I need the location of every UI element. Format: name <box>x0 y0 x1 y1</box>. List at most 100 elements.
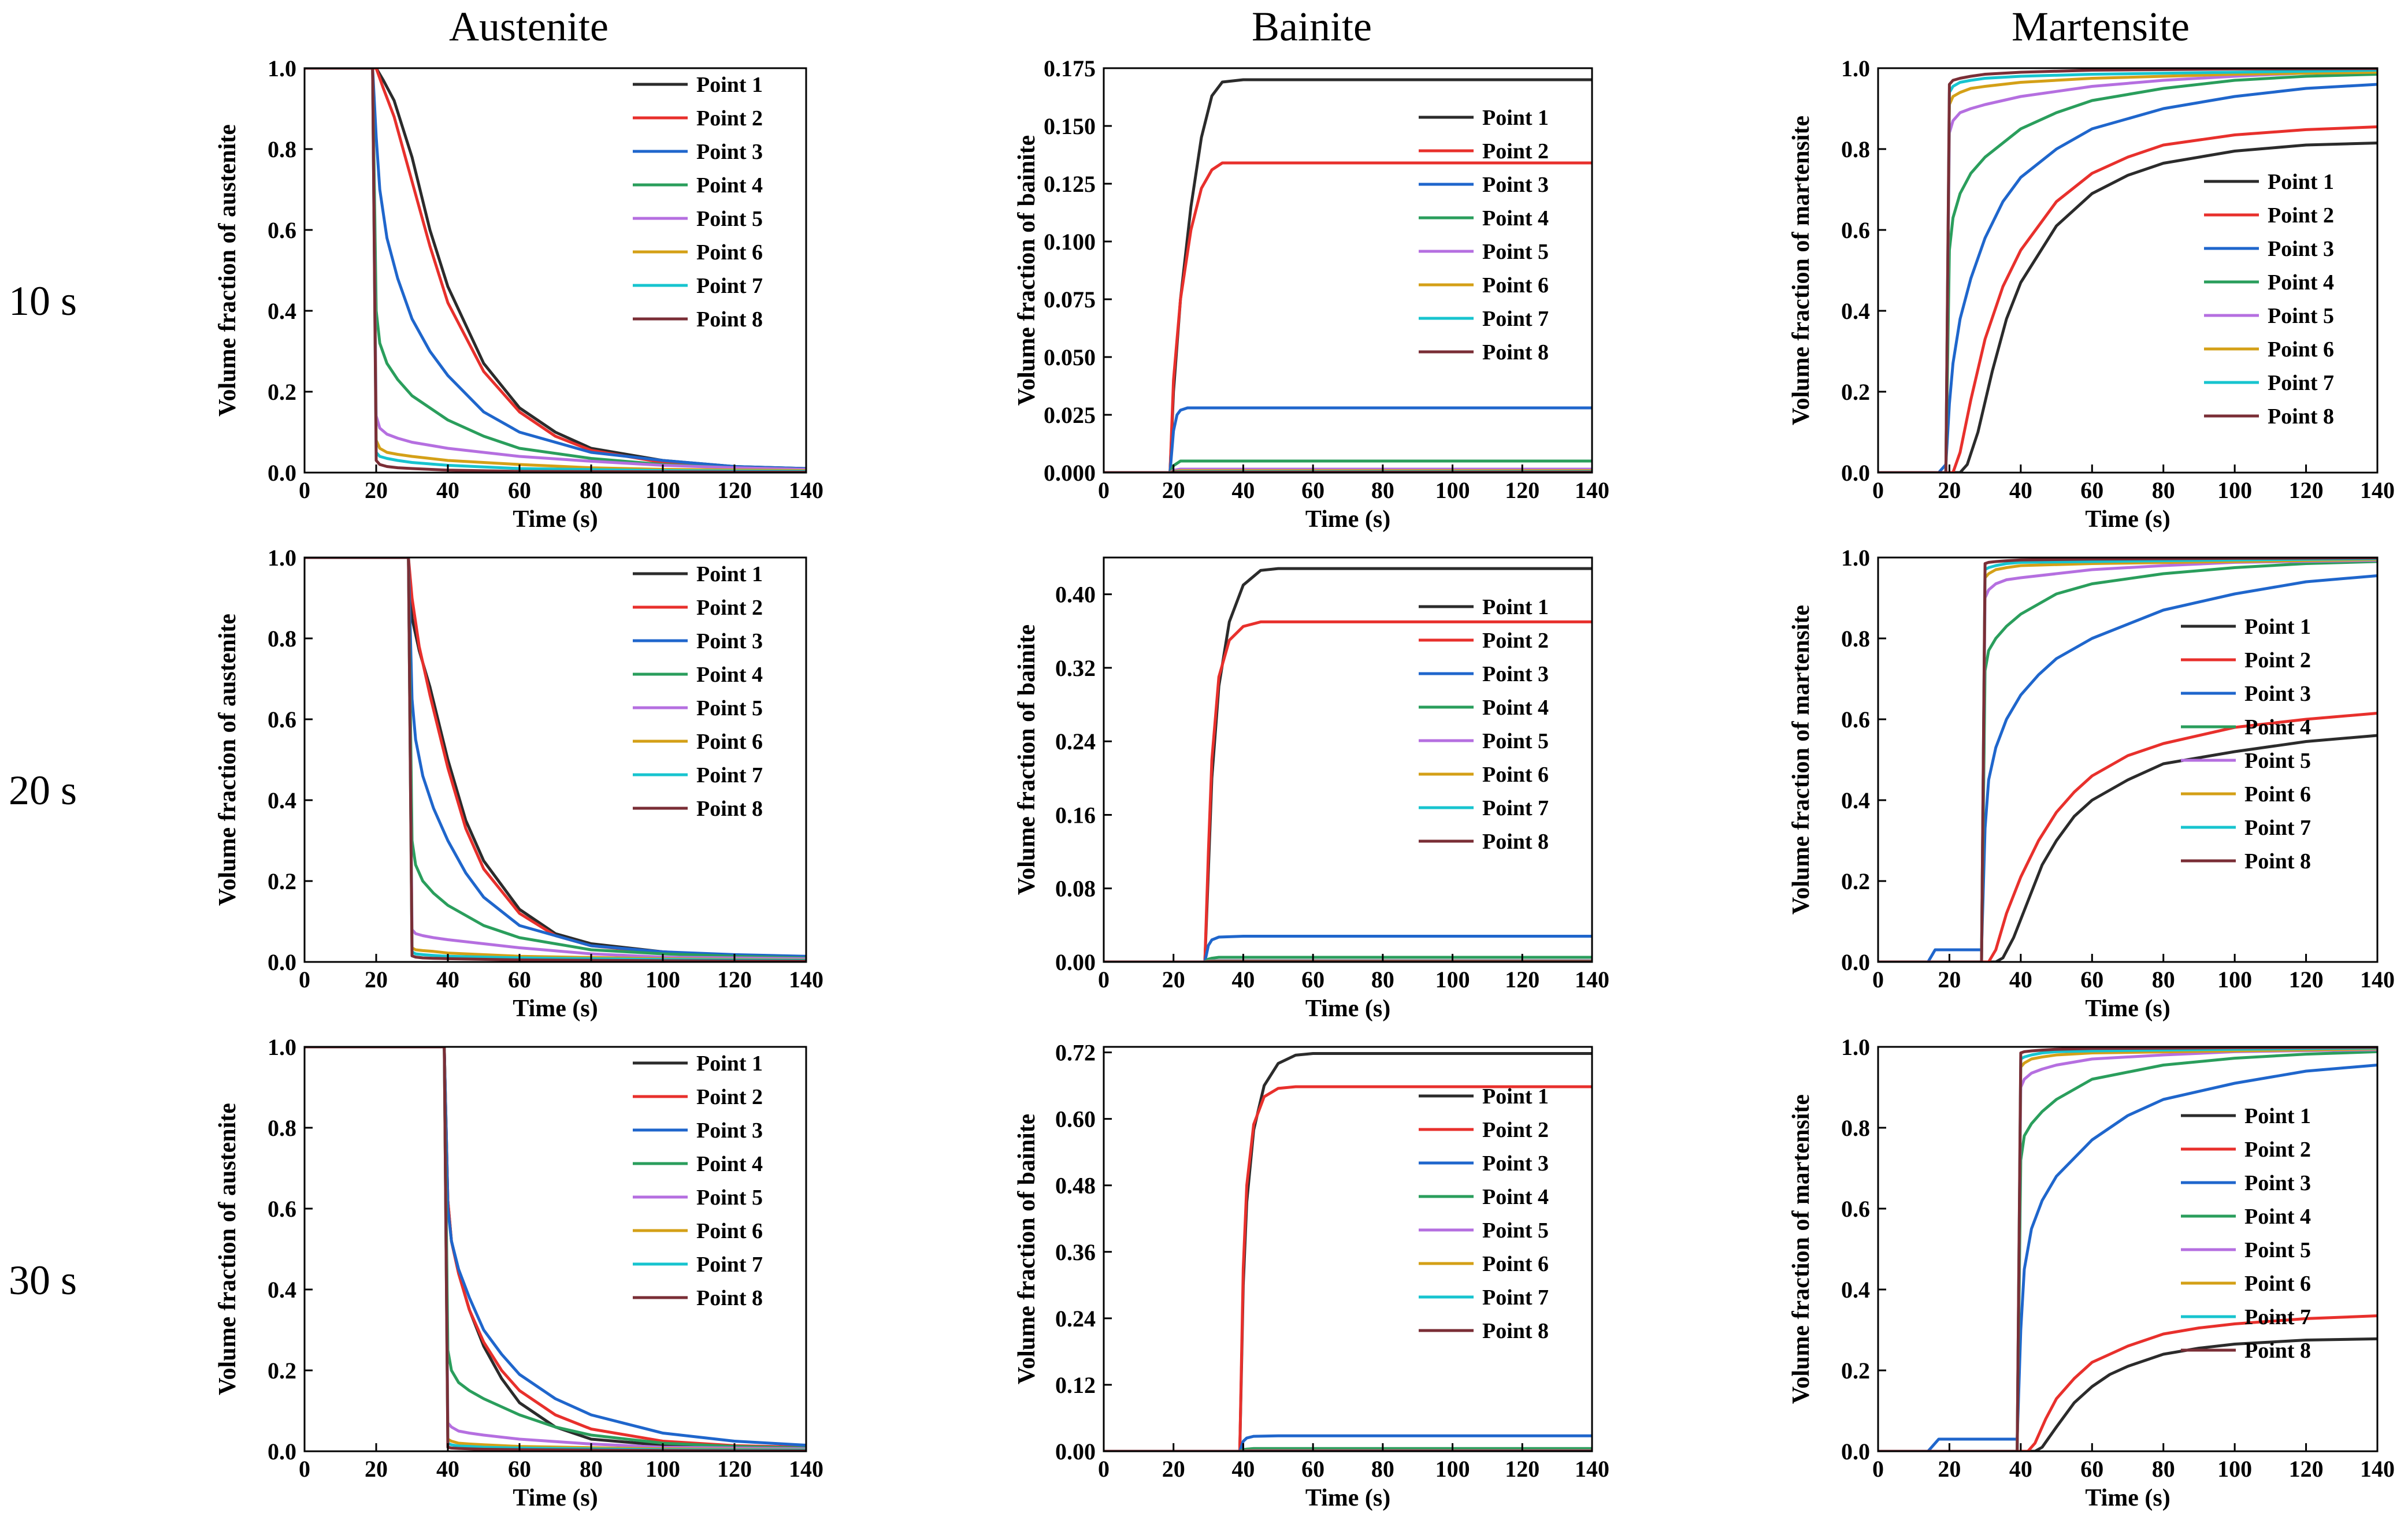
legend-label-point-2: Point 2 <box>1482 629 1549 653</box>
x-tick-label: 100 <box>645 477 680 503</box>
x-tick-label: 0 <box>1872 967 1884 993</box>
y-tick-label: 0.08 <box>1055 876 1096 902</box>
series-group <box>1878 68 2377 473</box>
panel-bainite-30s: 0 20 40 60 80 100 120 140 0.00 0.12 0.24 0.36 0.48 0.… <box>1014 1040 1609 1511</box>
x-tick-label: 20 <box>1162 1456 1185 1482</box>
series-line-point-2 <box>1104 620 1592 962</box>
series-line-point-2 <box>1878 712 2377 962</box>
x-tick-label: 60 <box>1301 967 1324 993</box>
legend-label-point-8: Point 8 <box>1482 340 1549 365</box>
x-axis-title: Time (s) <box>1305 506 1390 533</box>
x-tick-label: 40 <box>1231 1456 1255 1482</box>
plot-frame <box>303 67 807 474</box>
y-tick-label: 1.0 <box>268 545 296 571</box>
y-axis-title: Volume fraction of bainite <box>1014 1114 1040 1385</box>
x-tick-label: 40 <box>436 967 459 993</box>
y-tick-label: 0.4 <box>1841 787 1870 813</box>
legend-label-point-3: Point 3 <box>696 1118 763 1143</box>
series-line-point-1 <box>1878 734 2377 962</box>
y-tick-label: 0.16 <box>1055 802 1096 828</box>
x-tick-label: 120 <box>2289 477 2324 503</box>
x-tick-label: 40 <box>436 477 459 503</box>
x-tick-label: 140 <box>1575 967 1609 993</box>
y-tick-label: 0.4 <box>268 787 296 813</box>
legend-label-point-6: Point 6 <box>1482 763 1549 787</box>
x-tick-label: 0 <box>299 477 310 503</box>
x-axis-title: Time (s) <box>513 1485 598 1511</box>
y-tick-label: 1.0 <box>1841 1034 1870 1060</box>
legend-label-point-7: Point 7 <box>1482 307 1549 331</box>
legend-label-point-4: Point 4 <box>1482 206 1549 231</box>
y-axis-title: Volume fraction of martensite <box>1788 605 1815 915</box>
legend-label-point-4: Point 4 <box>2268 270 2334 295</box>
legend-label-point-6: Point 6 <box>696 240 763 265</box>
legend-label-point-6: Point 6 <box>696 1219 763 1243</box>
series-line-point-8 <box>305 68 806 473</box>
x-tick-label: 20 <box>1938 477 1961 503</box>
y-tick-label: 0.2 <box>268 379 296 405</box>
legend-label-point-3: Point 3 <box>696 629 763 653</box>
legend-label-point-1: Point 1 <box>1482 595 1549 619</box>
x-tick-label: 140 <box>1575 1456 1609 1482</box>
x-tick-label: 80 <box>580 1456 603 1482</box>
legend-label-point-2: Point 2 <box>1482 1118 1549 1142</box>
legend-label-point-3: Point 3 <box>1482 1151 1549 1176</box>
x-tick-label: 0 <box>299 967 310 993</box>
legend-label-point-5: Point 5 <box>696 696 763 720</box>
x-tick-label: 0 <box>1098 477 1110 503</box>
y-tick-label: 0.8 <box>1841 1115 1870 1141</box>
plot-frame <box>1877 67 2379 474</box>
legend-label-point-3: Point 3 <box>696 140 763 164</box>
x-tick-label: 120 <box>2289 1456 2324 1482</box>
legend-label-point-5: Point 5 <box>1482 240 1549 264</box>
legend-label-point-1: Point 1 <box>1482 106 1549 130</box>
x-tick-label: 60 <box>508 967 531 993</box>
legend-label-point-2: Point 2 <box>2268 203 2334 228</box>
x-tick-label: 100 <box>645 1456 680 1482</box>
x-tick-label: 20 <box>365 1456 388 1482</box>
series-line-point-8 <box>1878 68 2377 473</box>
legend-label-point-1: Point 1 <box>2244 1104 2311 1128</box>
x-tick-label: 140 <box>2360 1456 2395 1482</box>
y-tick-label: 0.12 <box>1055 1372 1096 1398</box>
plot-frame <box>1103 556 1593 963</box>
x-tick-label: 120 <box>1505 477 1539 503</box>
row-label-10s: 10 s <box>9 278 77 324</box>
series-group <box>1878 1047 2377 1451</box>
legend-label-point-3: Point 3 <box>2244 1171 2311 1195</box>
legend-label-point-5: Point 5 <box>2268 304 2334 328</box>
x-tick-label: 100 <box>645 967 680 993</box>
y-tick-label: 0.8 <box>268 626 296 652</box>
x-tick-label: 0 <box>1872 1456 1884 1482</box>
legend: Point 1 Point 2 Point 3 Point 4 Point 5 Point… <box>2181 1104 2311 1363</box>
x-tick-label: 40 <box>1231 477 1255 503</box>
legend-label-point-1: Point 1 <box>696 73 763 97</box>
legend-label-point-6: Point 6 <box>2244 782 2311 807</box>
legend-label-point-4: Point 4 <box>2244 715 2311 740</box>
legend-label-point-6: Point 6 <box>1482 1252 1549 1276</box>
y-tick-label: 0.2 <box>268 1358 296 1384</box>
legend-label-point-5: Point 5 <box>1482 729 1549 753</box>
legend-label-point-2: Point 2 <box>2244 1138 2311 1162</box>
column-title-martensite: Martensite <box>2012 3 2190 50</box>
legend-label-point-3: Point 3 <box>1482 173 1549 197</box>
x-tick-label: 40 <box>436 1456 459 1482</box>
legend-label-point-8: Point 8 <box>2268 404 2334 429</box>
panel-austenite-30s: 0 20 40 60 80 100 120 140 0.0 0.2 0.4 0.6 0.8 1.0 Time… <box>214 1034 823 1511</box>
x-tick-label: 100 <box>2217 967 2252 993</box>
series-line-point-8 <box>1878 558 2377 962</box>
legend-label-point-8: Point 8 <box>696 1286 763 1310</box>
series-line-point-3 <box>305 1047 806 1447</box>
x-tick-label: 120 <box>717 1456 752 1482</box>
y-tick-label: 0.6 <box>1841 1196 1870 1222</box>
legend: Point 1 Point 2 Point 3 Point 4 Point 5 Point… <box>2181 615 2311 874</box>
legend-label-point-8: Point 8 <box>2244 1339 2311 1363</box>
x-tick-label: 40 <box>2009 477 2032 503</box>
x-tick-label: 20 <box>1162 477 1185 503</box>
legend-label-point-7: Point 7 <box>2244 1305 2311 1329</box>
x-axis-title: Time (s) <box>513 506 598 533</box>
y-tick-label: 0.000 <box>1044 460 1096 486</box>
y-axis-title: Volume fraction of austenite <box>214 124 241 417</box>
x-tick-label: 20 <box>365 477 388 503</box>
legend: Point 1 Point 2 Point 3 Point 4 Point 5 Point… <box>633 1051 763 1310</box>
